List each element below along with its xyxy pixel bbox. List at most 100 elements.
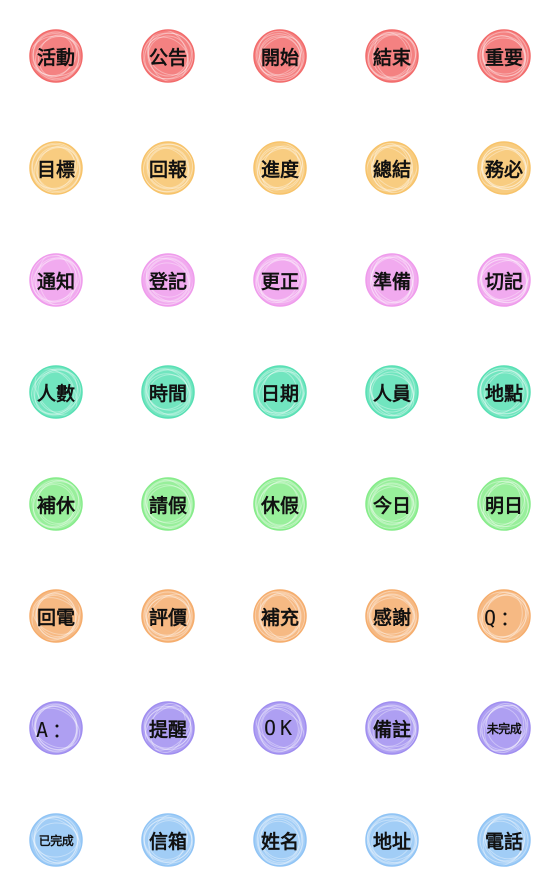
sticker-label: 地點 [484, 382, 523, 405]
scribble-circle-icon [29, 365, 83, 419]
sticker-label: 感謝 [372, 606, 411, 629]
sticker-label: 明日 [484, 494, 523, 517]
sticker-item[interactable]: 回電 [0, 560, 112, 672]
sticker-item[interactable]: 信箱 [112, 784, 224, 896]
sticker-item[interactable]: 活動 [0, 0, 112, 112]
sticker-label: 登記 [148, 270, 187, 293]
sticker-label: 更正 [260, 270, 299, 293]
scribble-circle-icon [29, 253, 83, 307]
sticker-item[interactable]: 日期 [224, 336, 336, 448]
sticker-label: 評價 [148, 606, 187, 629]
sticker-badge: 活動 [28, 28, 84, 84]
scribble-circle-icon [253, 29, 307, 83]
sticker-badge: 目標 [28, 140, 84, 196]
sticker-item[interactable]: 補休 [0, 448, 112, 560]
scribble-circle-icon [253, 365, 307, 419]
sticker-label: 休假 [260, 494, 299, 517]
sticker-item[interactable]: 備註 [336, 672, 448, 784]
sticker-item[interactable]: OK [224, 672, 336, 784]
sticker-badge: 感謝 [364, 588, 420, 644]
sticker-item[interactable]: A： [0, 672, 112, 784]
sticker-item[interactable]: 時間 [112, 336, 224, 448]
sticker-item[interactable]: 準備 [336, 224, 448, 336]
sticker-badge: 公告 [140, 28, 196, 84]
sticker-label: 切記 [484, 270, 523, 293]
scribble-circle-icon [477, 701, 531, 755]
sticker-label: 今日 [372, 494, 411, 517]
sticker-item[interactable]: 結束 [336, 0, 448, 112]
sticker-item[interactable]: 請假 [112, 448, 224, 560]
scribble-circle-icon [365, 701, 419, 755]
sticker-item[interactable]: 今日 [336, 448, 448, 560]
sticker-item[interactable]: 休假 [224, 448, 336, 560]
scribble-circle-icon [141, 365, 195, 419]
scribble-circle-icon [477, 365, 531, 419]
sticker-item[interactable]: 務必 [448, 112, 560, 224]
sticker-item[interactable]: 開始 [224, 0, 336, 112]
sticker-item[interactable]: 未完成 [448, 672, 560, 784]
sticker-label: 信箱 [148, 830, 187, 853]
sticker-item[interactable]: 人數 [0, 336, 112, 448]
sticker-item[interactable]: 感謝 [336, 560, 448, 672]
sticker-badge: 日期 [252, 364, 308, 420]
sticker-badge: 登記 [140, 252, 196, 308]
sticker-item[interactable]: 人員 [336, 336, 448, 448]
sticker-item[interactable]: 更正 [224, 224, 336, 336]
scribble-circle-icon [253, 589, 307, 643]
sticker-item[interactable]: 電話 [448, 784, 560, 896]
sticker-label: OK [263, 716, 297, 740]
scribble-circle-icon [253, 701, 307, 755]
sticker-badge: 準備 [364, 252, 420, 308]
sticker-item[interactable]: 提醒 [112, 672, 224, 784]
scribble-circle-icon [253, 141, 307, 195]
sticker-item[interactable]: 公告 [112, 0, 224, 112]
sticker-label: 重要 [484, 46, 523, 69]
sticker-item[interactable]: 目標 [0, 112, 112, 224]
scribble-circle-icon [141, 589, 195, 643]
sticker-badge: 切記 [476, 252, 532, 308]
sticker-badge: 未完成 [476, 700, 532, 756]
sticker-item[interactable]: 明日 [448, 448, 560, 560]
sticker-item[interactable]: 補充 [224, 560, 336, 672]
sticker-item[interactable]: 姓名 [224, 784, 336, 896]
scribble-circle-icon [141, 477, 195, 531]
sticker-label: 開始 [260, 46, 299, 69]
scribble-circle-icon [365, 813, 419, 867]
scribble-circle-icon [29, 813, 83, 867]
sticker-badge: 地點 [476, 364, 532, 420]
sticker-item[interactable]: 登記 [112, 224, 224, 336]
sticker-label: 務必 [484, 158, 523, 181]
sticker-badge: 人數 [28, 364, 84, 420]
sticker-item[interactable]: 評價 [112, 560, 224, 672]
sticker-item[interactable]: 重要 [448, 0, 560, 112]
sticker-badge: 結束 [364, 28, 420, 84]
sticker-label: A： [35, 717, 77, 742]
sticker-badge: 已完成 [28, 812, 84, 868]
sticker-label: 進度 [260, 158, 299, 181]
sticker-item[interactable]: 通知 [0, 224, 112, 336]
sticker-label: 補休 [36, 494, 75, 517]
scribble-circle-icon [29, 701, 83, 755]
sticker-badge: Q： [476, 588, 532, 644]
sticker-label: 已完成 [38, 833, 74, 848]
sticker-item[interactable]: 已完成 [0, 784, 112, 896]
sticker-item[interactable]: 地點 [448, 336, 560, 448]
sticker-item[interactable]: 總結 [336, 112, 448, 224]
sticker-badge: 評價 [140, 588, 196, 644]
sticker-label: 補充 [260, 606, 299, 629]
scribble-circle-icon [141, 701, 195, 755]
sticker-label: 活動 [36, 46, 75, 69]
sticker-item[interactable]: 進度 [224, 112, 336, 224]
scribble-circle-icon [365, 589, 419, 643]
sticker-item[interactable]: 地址 [336, 784, 448, 896]
sticker-badge: OK [252, 700, 308, 756]
sticker-badge: 備註 [364, 700, 420, 756]
sticker-label: 準備 [372, 270, 411, 293]
scribble-circle-icon [253, 813, 307, 867]
sticker-item[interactable]: Q： [448, 560, 560, 672]
sticker-label: 提醒 [148, 718, 187, 741]
sticker-item[interactable]: 回報 [112, 112, 224, 224]
sticker-label: 人數 [36, 382, 75, 405]
sticker-badge: 人員 [364, 364, 420, 420]
sticker-item[interactable]: 切記 [448, 224, 560, 336]
